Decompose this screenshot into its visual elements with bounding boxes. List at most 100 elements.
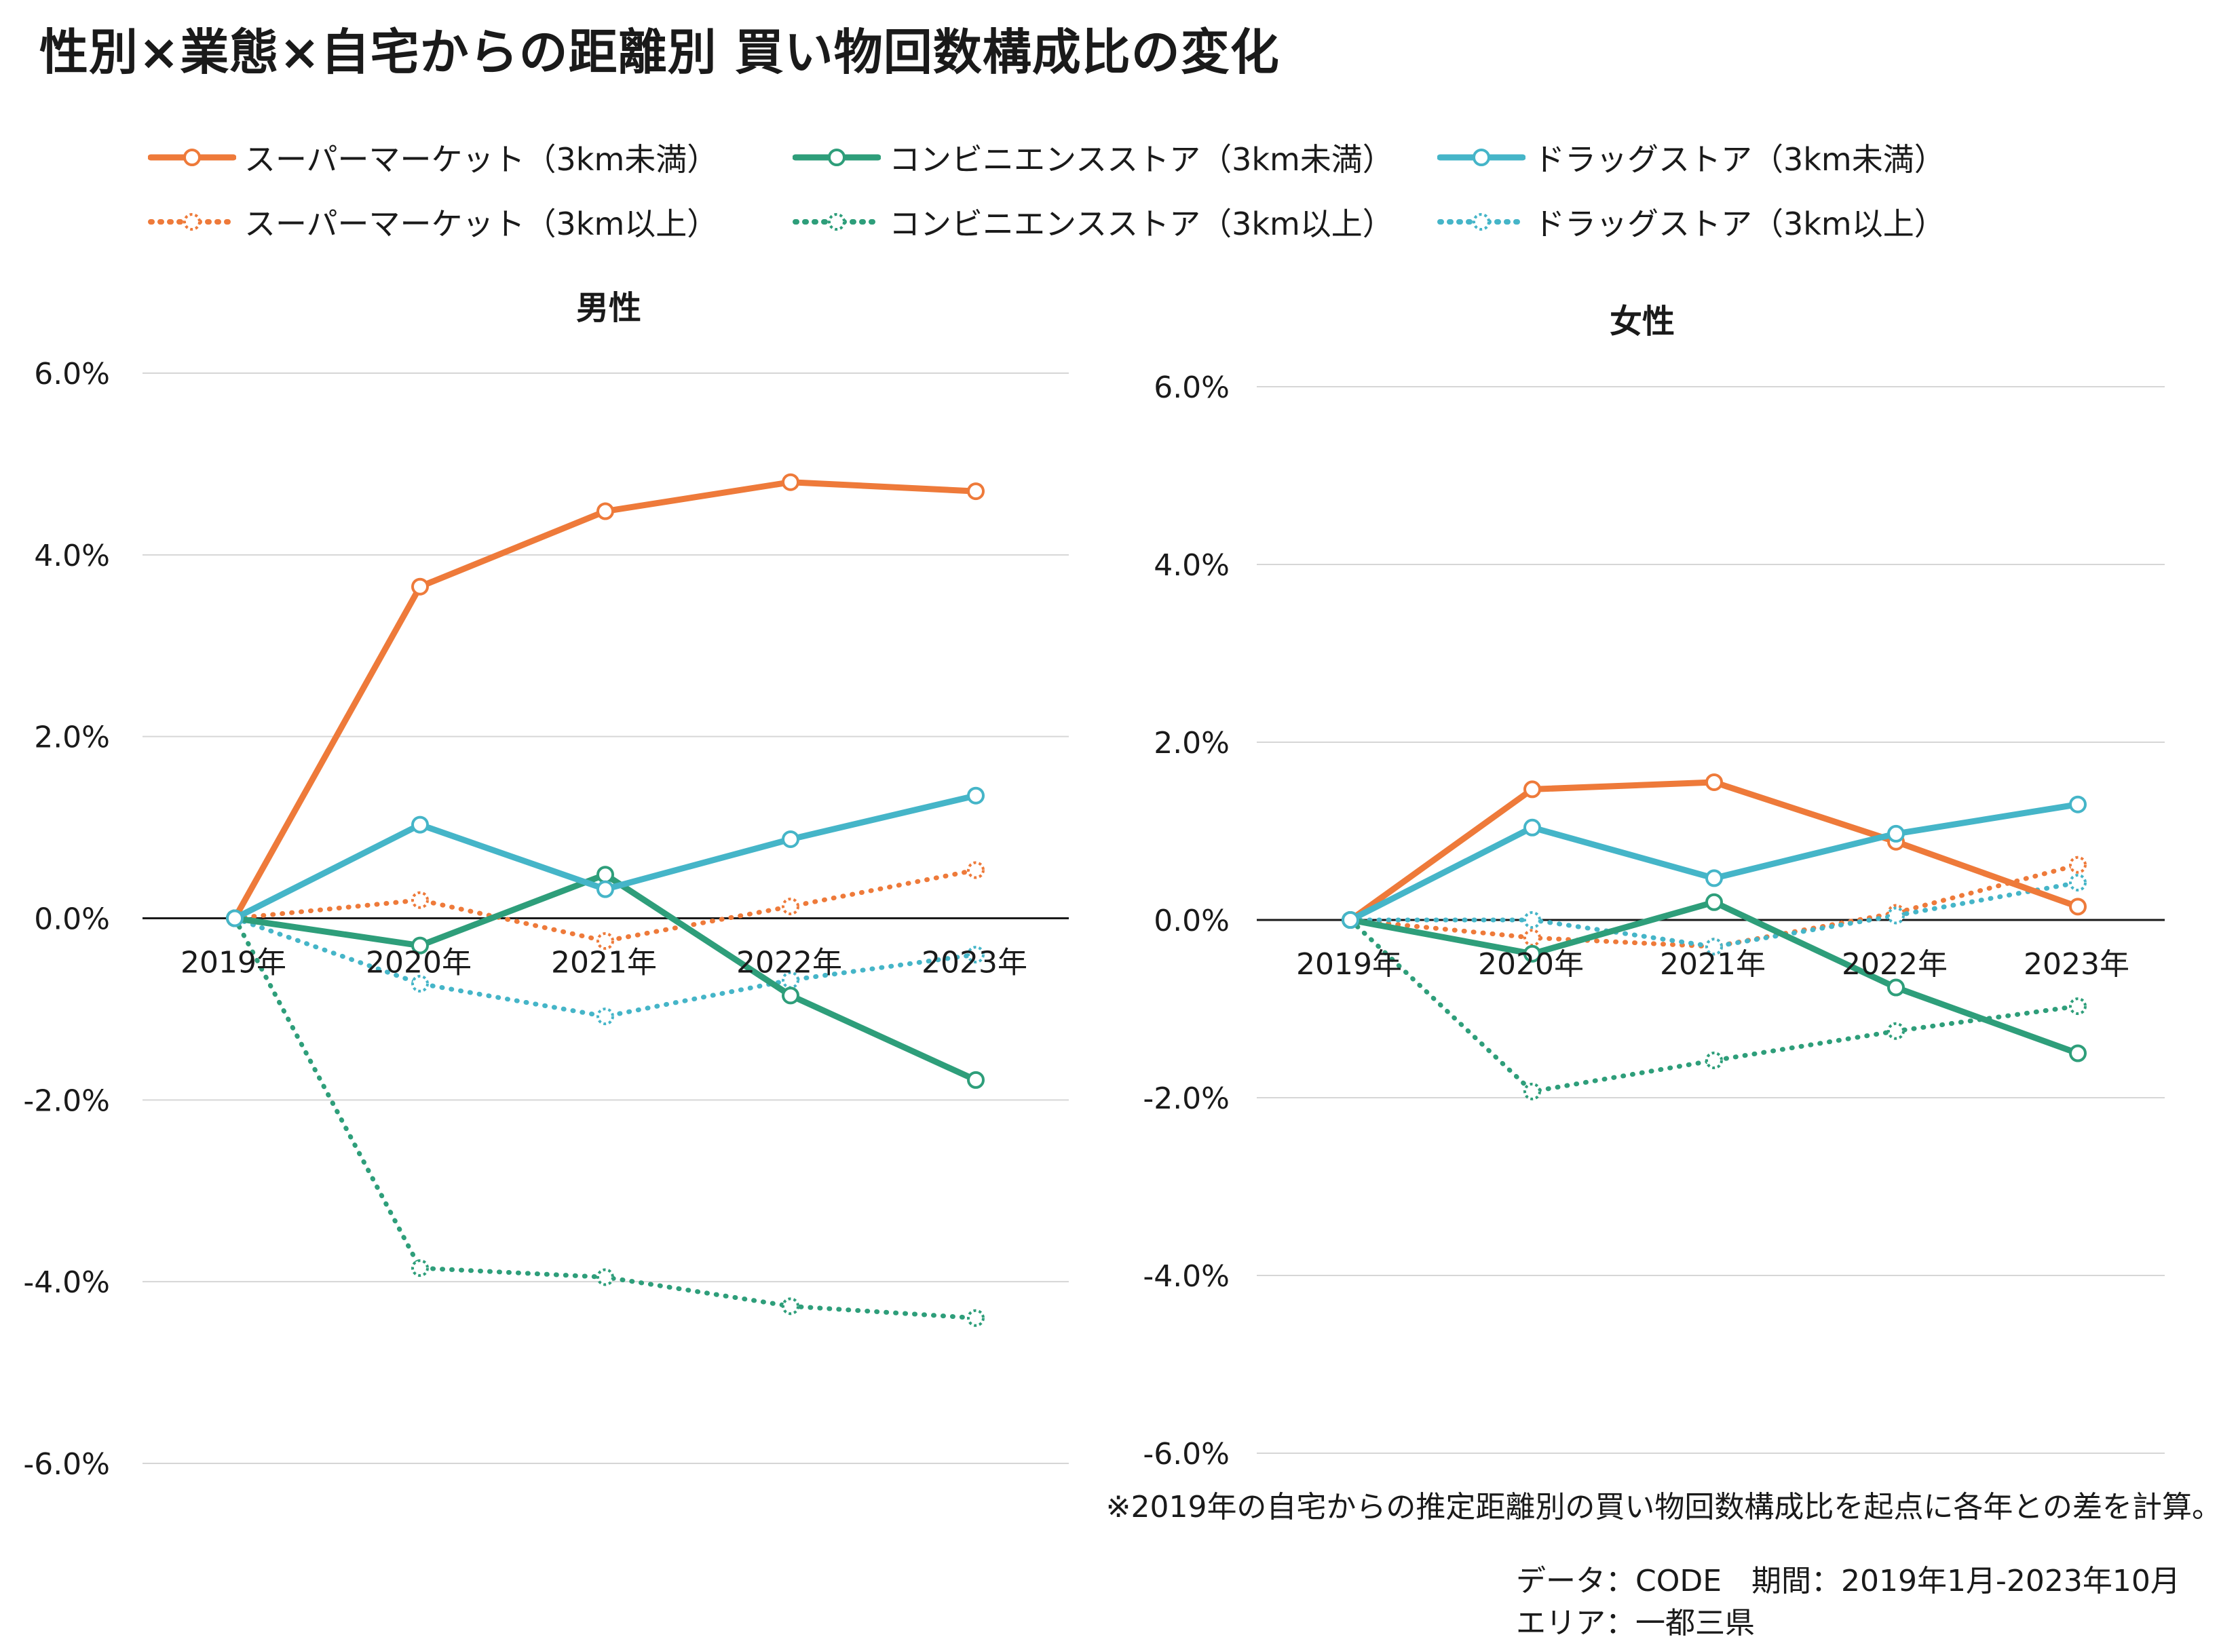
series-line: [1348, 880, 2081, 949]
legend-label: ドラッグストア（3km未満）: [1534, 141, 1946, 178]
data-point: [596, 931, 614, 950]
source-line-data: データ：CODE 期間：2019年1月-2023年10月: [1516, 1564, 2180, 1598]
data-point: [782, 1297, 799, 1315]
data-point: [1887, 906, 1905, 925]
data-point: [411, 936, 429, 955]
data-point: [1523, 818, 1541, 837]
data-point: [967, 946, 985, 964]
x-tick-label: 2020年: [366, 946, 472, 980]
legend: スーパーマーケット（3km未満） コンビニエンスストア（3km未満） ドラッグストア…: [148, 130, 1980, 252]
y-tick-label: 0.0%: [1154, 904, 1230, 938]
data-point: [411, 815, 429, 834]
legend-swatch: [148, 213, 236, 231]
legend-label: スーパーマーケット（3km以上）: [244, 206, 719, 242]
data-point: [1705, 1051, 1723, 1069]
data-point: [2069, 898, 2087, 916]
chart-title: 男性: [576, 289, 641, 327]
data-point: [1523, 1082, 1541, 1100]
data-point: [967, 786, 985, 805]
series: [226, 786, 985, 927]
data-point: [596, 866, 614, 884]
data-point: [967, 1071, 985, 1089]
data-point: [596, 1268, 614, 1286]
data-point: [2069, 1044, 2087, 1062]
data-point: [1705, 773, 1723, 791]
legend-swatch: [1437, 213, 1525, 231]
x-tick-label: 2022年: [736, 946, 842, 980]
series: [1342, 795, 2087, 929]
data-point: [1705, 938, 1723, 956]
data-point: [1705, 893, 1723, 911]
y-tick-label: 4.0%: [1154, 548, 1230, 583]
y-tick-label: 2.0%: [34, 721, 110, 755]
data-point: [226, 909, 244, 927]
y-tick-label: -6.0%: [1143, 1437, 1230, 1472]
data-point: [2069, 856, 2087, 874]
chart-male-svg: 男性 -6.0% -4.0% -2.0% 0.0% 2.0% 4.0% 6.0% 2019年 20…: [23, 289, 1069, 1482]
data-point: [1887, 978, 1905, 997]
data-point: [596, 502, 614, 520]
legend-swatch: [793, 213, 881, 231]
y-tick-label: -6.0%: [23, 1447, 110, 1482]
chart-title: 女性: [1610, 303, 1675, 341]
chart-female: 女性 -6.0% -4.0% -2.0% 0.0% 2.0% 4.0% 6.0% 2019年 20…: [1099, 271, 2238, 1506]
data-point: [1887, 824, 1905, 843]
x-tick-label: 2019年: [1296, 947, 1402, 982]
data-point: [967, 1309, 985, 1327]
source-info: データ：CODE 期間：2019年1月-2023年10月 エリア：一都三県: [1516, 1560, 2180, 1645]
y-tick-label: 6.0%: [34, 357, 110, 391]
legend-label: スーパーマーケット（3km未満）: [244, 141, 719, 178]
data-point: [1342, 911, 1359, 929]
legend-item: ドラッグストア（3km以上）: [1437, 195, 1946, 249]
x-tick-label: 2021年: [1660, 947, 1766, 982]
data-point: [782, 473, 799, 491]
series-line: [231, 792, 979, 921]
legend-item: コンビニエンスストア（3km以上）: [793, 195, 1394, 249]
data-point: [1523, 780, 1541, 799]
legend-item: スーパーマーケット（3km以上）: [148, 195, 718, 249]
source-line-area: エリア：一都三県: [1516, 1606, 1755, 1640]
data-point: [2069, 795, 2087, 813]
data-point: [782, 830, 799, 848]
data-point: [1523, 911, 1541, 929]
data-point: [411, 891, 429, 909]
footnote: ※2019年の自宅からの推定距離別の買い物回数構成比を起点に各年との差を計算。: [1105, 1490, 2222, 1524]
series-line: [232, 916, 979, 1019]
legend-label: ドラッグストア（3km以上）: [1534, 206, 1946, 242]
y-tick-label: 6.0%: [1154, 370, 1230, 405]
x-tick-label: 2019年: [181, 946, 286, 980]
legend-label: コンビニエンスストア（3km以上）: [889, 206, 1394, 242]
data-point: [967, 482, 985, 501]
legend-swatch: [1437, 149, 1525, 166]
series: [226, 473, 985, 927]
data-point: [596, 1007, 614, 1026]
data-point: [782, 898, 799, 916]
legend-swatch: [148, 149, 236, 166]
series-line: [1348, 862, 2081, 949]
y-tick-label: 4.0%: [34, 539, 110, 573]
legend-item: スーパーマーケット（3km未満）: [148, 130, 718, 185]
data-point: [1523, 929, 1541, 947]
data-point: [2069, 997, 2087, 1016]
data-point: [1523, 944, 1541, 963]
data-point: [1705, 869, 1723, 887]
data-point: [596, 880, 614, 898]
x-tick-label: 2023年: [2024, 947, 2129, 982]
y-tick-label: -4.0%: [1143, 1259, 1230, 1294]
y-tick-label: 0.0%: [34, 902, 110, 937]
data-point: [2069, 873, 2087, 891]
page-title: 性別×業態×自宅からの距離別 買い物回数構成比の変化: [39, 24, 1280, 81]
chart-male: 男性 -6.0% -4.0% -2.0% 0.0% 2.0% 4.0% 6.0% 2019年 20…: [0, 271, 1099, 1506]
data-point: [1887, 1022, 1905, 1040]
legend-item: ドラッグストア（3km未満）: [1437, 130, 1946, 185]
legend-item: コンビニエンスストア（3km未満）: [793, 130, 1394, 185]
data-point: [782, 986, 799, 1005]
data-point: [411, 577, 429, 596]
series-line: [231, 479, 979, 921]
data-point: [411, 1259, 429, 1278]
y-tick-label: 2.0%: [1154, 726, 1230, 761]
y-tick-label: -4.0%: [23, 1265, 110, 1300]
y-tick-label: -2.0%: [23, 1083, 110, 1118]
data-point: [411, 974, 429, 993]
x-tick-label: 2022年: [1842, 947, 1948, 982]
